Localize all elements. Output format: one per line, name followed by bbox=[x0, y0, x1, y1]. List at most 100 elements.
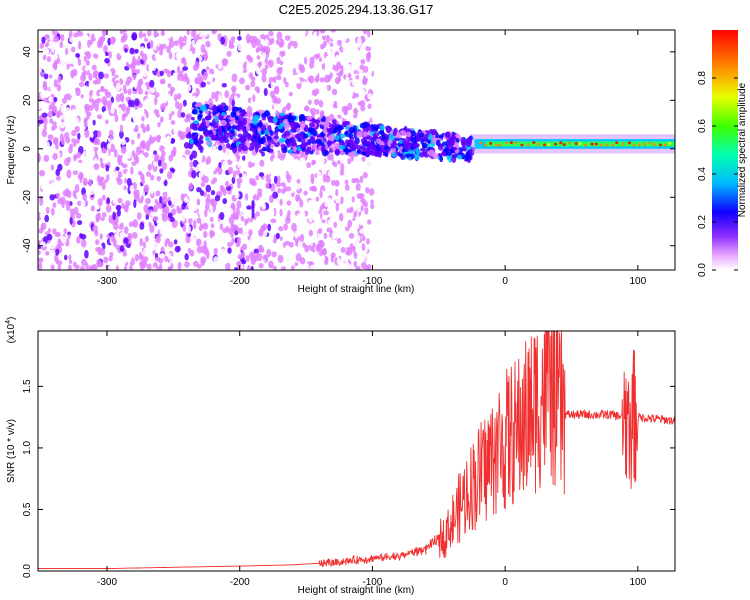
spectrogram-cell bbox=[167, 252, 172, 260]
spectrogram-cell bbox=[100, 216, 105, 222]
spectrogram-cell bbox=[237, 260, 242, 268]
spectrogram-cell bbox=[235, 99, 239, 104]
spectrogram-cell bbox=[213, 247, 218, 256]
spectrogram-cell bbox=[365, 187, 370, 194]
spectrogram-cell bbox=[61, 97, 67, 104]
spectrogram-cell bbox=[215, 90, 220, 96]
spectrogram-cell bbox=[578, 142, 582, 146]
spectrogram-cell bbox=[113, 148, 118, 158]
spectrogram-cell bbox=[348, 254, 355, 262]
spectrogram-cell bbox=[110, 108, 115, 114]
spectrogram-cell bbox=[38, 262, 43, 270]
snr-x-tick-label: 0 bbox=[502, 577, 508, 588]
spectrogram-cell bbox=[193, 120, 199, 125]
spectrogram-cell bbox=[293, 158, 300, 167]
spectrogram-cell bbox=[180, 156, 186, 166]
spectrogram-cell bbox=[153, 108, 159, 115]
spectrogram-cell bbox=[53, 79, 59, 88]
spectrogram-cell bbox=[290, 208, 296, 216]
spectrogram-cell bbox=[344, 171, 349, 180]
spectrogram-cell bbox=[272, 116, 278, 123]
spectrogram-cell bbox=[269, 90, 276, 97]
spectrogram-cell bbox=[124, 48, 128, 53]
spectrogram-cell bbox=[282, 241, 286, 248]
spectrogram-cell bbox=[287, 152, 291, 161]
spectrogram-cell bbox=[332, 34, 338, 43]
spectrogram-cell bbox=[277, 254, 284, 264]
spectrogram-cell bbox=[325, 56, 330, 63]
spectrogram-cell bbox=[327, 166, 332, 171]
spectrogram-cell bbox=[648, 141, 652, 145]
spectrogram-cell bbox=[195, 238, 202, 247]
spectrogram-cell bbox=[350, 36, 356, 45]
spectrogram-cell bbox=[191, 95, 197, 101]
spectrogram-cell bbox=[231, 125, 237, 130]
spectrogram-cell bbox=[396, 132, 402, 139]
spectrogram-cell bbox=[195, 191, 200, 201]
spectrogram-cell bbox=[412, 143, 420, 149]
spectrogram-cell bbox=[340, 196, 344, 205]
spectrogram-cell bbox=[197, 72, 201, 79]
spectrogram-cell bbox=[351, 178, 356, 184]
spectrogram-cell bbox=[257, 127, 262, 133]
spectrogram-cell bbox=[353, 210, 358, 218]
spectrogram-cell bbox=[125, 80, 130, 86]
spectrogram-cell bbox=[343, 92, 348, 101]
spectrogram-cell bbox=[456, 154, 463, 160]
spectrogram-cell bbox=[250, 80, 256, 88]
spectrogram-cell bbox=[215, 149, 221, 157]
spectrogram-cell bbox=[353, 108, 359, 115]
spectrogram-cell bbox=[335, 54, 340, 63]
spectrogram-cell bbox=[159, 78, 164, 85]
spectrogram-cell bbox=[46, 233, 53, 241]
spectrogram-cell bbox=[159, 196, 163, 204]
snr-x-tick-label: -100 bbox=[362, 577, 382, 588]
spectrogram-cell bbox=[131, 231, 138, 239]
spectrogram-cell bbox=[324, 162, 329, 171]
spectrogram-cell bbox=[108, 129, 114, 137]
spectrogram-cell bbox=[160, 121, 165, 128]
spectrogram-cell bbox=[236, 236, 242, 246]
spectrogram-cell bbox=[76, 151, 82, 159]
spectrogram-cell bbox=[300, 30, 307, 37]
spectrogram-cell bbox=[38, 104, 42, 110]
spectrogram-cell bbox=[331, 160, 336, 166]
spectrogram-cell bbox=[256, 122, 263, 127]
spectrogram-cell bbox=[357, 43, 361, 48]
spectrogram-cell bbox=[49, 249, 56, 257]
colorbar-axis: 0.0 0.2 0.4 0.6 0.8 bbox=[697, 71, 738, 277]
spectrogram-cell bbox=[367, 147, 373, 155]
spectrogram-cell bbox=[313, 186, 317, 192]
spectrogram-cell bbox=[356, 144, 362, 150]
spectrogram-cell bbox=[252, 195, 256, 201]
spectrogram-cell bbox=[90, 205, 96, 212]
spectrogram-cell bbox=[285, 122, 290, 128]
spectrogram-cell bbox=[145, 97, 150, 106]
spectrogram-cell bbox=[70, 46, 76, 53]
spectrogram-cell bbox=[154, 92, 160, 98]
spectrogram-cell bbox=[73, 154, 77, 162]
spectrogram-cell bbox=[180, 193, 185, 202]
spectrogram-cell bbox=[231, 237, 235, 245]
spectrogram-cell bbox=[114, 186, 120, 192]
spectrogram-cell bbox=[273, 103, 279, 111]
spectrogram-cell bbox=[251, 200, 255, 205]
spectrogram-cell bbox=[43, 73, 49, 80]
spectrogram-cell bbox=[460, 141, 467, 146]
spectrogram-cell bbox=[82, 95, 89, 104]
spectrogram-cell bbox=[40, 181, 45, 190]
spectrogram-cell bbox=[101, 30, 106, 35]
spectrogram-cell bbox=[77, 58, 82, 66]
spectrogram-cell bbox=[90, 232, 96, 242]
spectrogram-cell bbox=[245, 142, 251, 147]
spectrogram-cell bbox=[49, 74, 53, 79]
spectrogram-cell bbox=[216, 30, 223, 33]
spectrogram-cell bbox=[109, 191, 115, 199]
spectrogram-cell bbox=[203, 175, 209, 184]
spectrogram-cell bbox=[46, 56, 52, 63]
spectrogram-cell bbox=[51, 41, 57, 47]
spectrogram-cell bbox=[76, 30, 81, 37]
spectrogram-cell bbox=[44, 164, 49, 172]
spectrogram-cell bbox=[264, 110, 270, 116]
spectrogram-cell bbox=[186, 30, 190, 36]
